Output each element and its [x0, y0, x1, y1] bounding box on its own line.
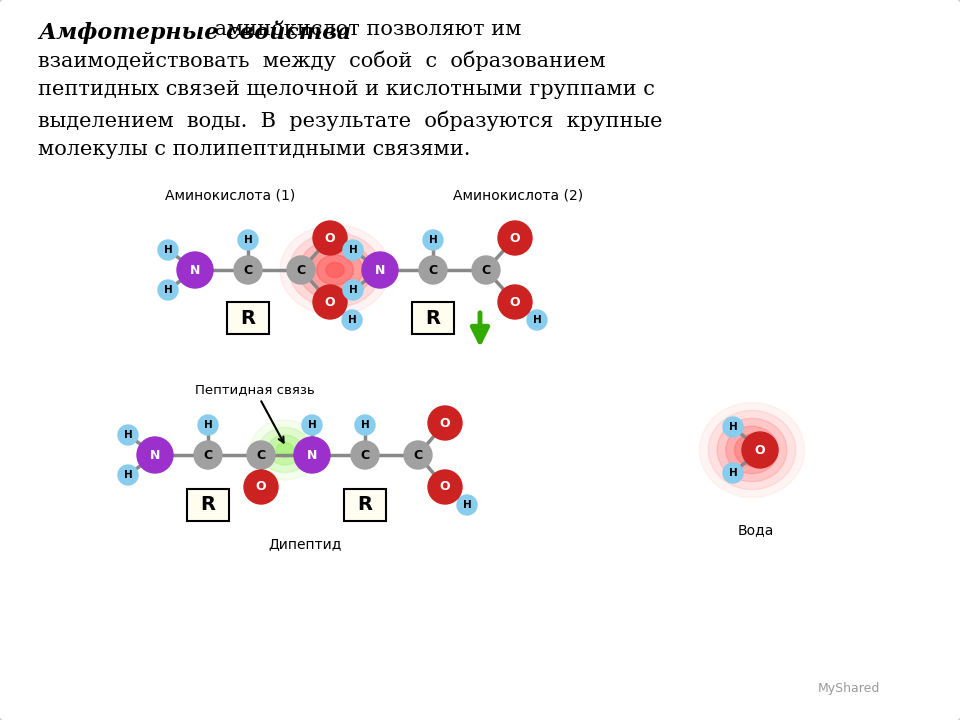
Text: Аминокислота (1): Аминокислота (1) — [165, 188, 295, 202]
Text: Амфотерные свойства: Амфотерные свойства — [38, 20, 351, 43]
Ellipse shape — [299, 240, 372, 300]
Circle shape — [137, 437, 173, 473]
Circle shape — [158, 240, 178, 260]
Circle shape — [343, 280, 363, 300]
Text: H: H — [204, 420, 212, 430]
Text: R: R — [201, 495, 215, 515]
Circle shape — [287, 256, 315, 284]
Text: R: R — [241, 308, 255, 328]
Text: молекулы с полипептидными связями.: молекулы с полипептидными связями. — [38, 140, 470, 159]
Text: N: N — [190, 264, 201, 276]
Ellipse shape — [708, 410, 796, 490]
Circle shape — [428, 406, 462, 440]
Ellipse shape — [307, 248, 363, 292]
Ellipse shape — [717, 418, 787, 482]
Text: O: O — [324, 295, 335, 308]
Circle shape — [313, 285, 347, 319]
Text: O: O — [440, 480, 450, 493]
FancyBboxPatch shape — [412, 302, 454, 334]
Circle shape — [294, 437, 330, 473]
Text: H: H — [307, 420, 317, 430]
Circle shape — [498, 221, 532, 255]
Text: аминокислот позволяют им: аминокислот позволяют им — [208, 20, 521, 39]
Circle shape — [158, 280, 178, 300]
Text: O: O — [510, 232, 520, 245]
Text: R: R — [425, 308, 441, 328]
Ellipse shape — [317, 255, 353, 285]
Text: O: O — [255, 480, 266, 493]
Text: N: N — [150, 449, 160, 462]
Circle shape — [343, 240, 363, 260]
Circle shape — [498, 285, 532, 319]
Text: C: C — [481, 264, 491, 276]
Text: C: C — [428, 264, 438, 276]
Circle shape — [742, 432, 778, 468]
Text: C: C — [244, 264, 252, 276]
Text: H: H — [729, 422, 737, 432]
Circle shape — [723, 417, 743, 437]
Ellipse shape — [276, 443, 294, 457]
Ellipse shape — [289, 233, 381, 307]
Circle shape — [423, 230, 443, 250]
Text: H: H — [428, 235, 438, 245]
Circle shape — [355, 415, 375, 435]
Text: H: H — [348, 315, 356, 325]
Text: H: H — [361, 420, 370, 430]
Text: H: H — [348, 245, 357, 255]
Text: N: N — [374, 264, 385, 276]
Text: H: H — [124, 470, 132, 480]
FancyBboxPatch shape — [187, 489, 229, 521]
Circle shape — [198, 415, 218, 435]
Circle shape — [527, 310, 547, 330]
Text: O: O — [324, 232, 335, 245]
Circle shape — [177, 252, 213, 288]
FancyArrowPatch shape — [472, 312, 488, 342]
Text: H: H — [124, 430, 132, 440]
Circle shape — [194, 441, 222, 469]
Text: R: R — [357, 495, 372, 515]
Circle shape — [362, 252, 398, 288]
Text: H: H — [244, 235, 252, 245]
Text: выделением  воды.  В  результате  образуются  крупные: выделением воды. В результате образуются… — [38, 110, 662, 130]
Ellipse shape — [325, 263, 345, 277]
Text: C: C — [256, 449, 266, 462]
Text: Дипептид: Дипептид — [268, 537, 342, 551]
Circle shape — [302, 415, 322, 435]
Circle shape — [723, 463, 743, 483]
Text: Пептидная связь: Пептидная связь — [195, 383, 315, 443]
Text: O: O — [755, 444, 765, 456]
Text: Вода: Вода — [738, 523, 774, 537]
Circle shape — [457, 495, 477, 515]
Text: C: C — [297, 264, 305, 276]
Circle shape — [404, 441, 432, 469]
Ellipse shape — [268, 435, 302, 465]
Ellipse shape — [743, 442, 760, 458]
Circle shape — [247, 441, 275, 469]
Circle shape — [244, 470, 278, 504]
Text: C: C — [204, 449, 212, 462]
Ellipse shape — [734, 434, 770, 466]
Text: C: C — [360, 449, 370, 462]
FancyBboxPatch shape — [344, 489, 386, 521]
Circle shape — [313, 221, 347, 255]
FancyBboxPatch shape — [227, 302, 269, 334]
Text: взаимодействовать  между  собой  с  образованием: взаимодействовать между собой с образова… — [38, 50, 606, 71]
Text: H: H — [163, 245, 173, 255]
Text: N: N — [307, 449, 317, 462]
Ellipse shape — [280, 225, 390, 315]
Ellipse shape — [259, 428, 311, 472]
Circle shape — [118, 465, 138, 485]
Text: Аминокислота (2): Аминокислота (2) — [453, 188, 583, 202]
Text: пептидных связей щелочной и кислотными группами с: пептидных связей щелочной и кислотными г… — [38, 80, 655, 99]
Text: MyShared: MyShared — [818, 682, 880, 695]
Circle shape — [472, 256, 500, 284]
Text: O: O — [510, 295, 520, 308]
Ellipse shape — [726, 426, 779, 474]
Circle shape — [428, 470, 462, 504]
Circle shape — [238, 230, 258, 250]
Ellipse shape — [250, 420, 320, 480]
Circle shape — [118, 425, 138, 445]
Text: O: O — [440, 416, 450, 430]
Text: H: H — [463, 500, 471, 510]
